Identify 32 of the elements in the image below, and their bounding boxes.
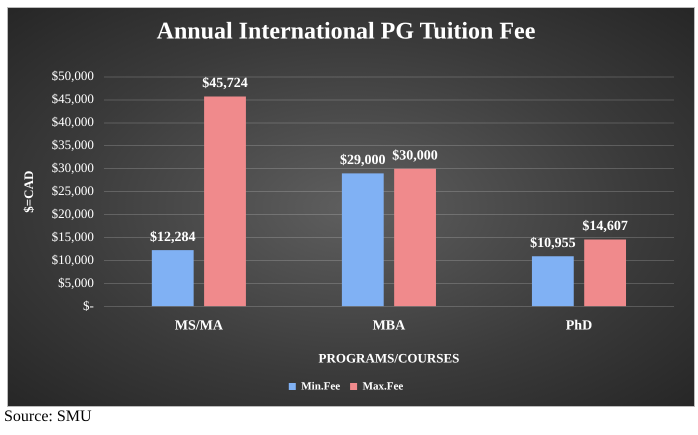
- y-tick-label: $35,000: [52, 137, 94, 152]
- bar: [394, 168, 436, 306]
- bar: [342, 173, 384, 306]
- y-axis-title: $=CAD: [21, 170, 36, 213]
- legend-label: Max.Fee: [362, 380, 404, 392]
- y-tick-label: $5,000: [58, 275, 94, 290]
- y-tick-label: $25,000: [52, 183, 94, 198]
- data-label: $30,000: [392, 148, 438, 164]
- bar: [152, 250, 194, 306]
- y-tick-label: $45,000: [52, 91, 94, 106]
- data-label: $29,000: [340, 152, 386, 168]
- bar: [584, 239, 626, 306]
- y-tick-label: $30,000: [52, 160, 94, 176]
- source-note: Source: SMU: [4, 408, 92, 426]
- data-label: $10,955: [530, 236, 576, 251]
- x-tick-label: MS/MA: [174, 318, 224, 334]
- y-tick-label: $-: [83, 298, 94, 314]
- bar: [532, 256, 574, 306]
- y-tick-label: $50,000: [52, 68, 94, 84]
- bar: [204, 96, 246, 306]
- x-tick-label: MBA: [372, 318, 406, 334]
- y-tick-label: $20,000: [52, 206, 94, 222]
- x-axis-title: PROGRAMS/COURSES: [318, 350, 460, 366]
- legend-label: Min.Fee: [301, 380, 340, 392]
- data-label: $45,724: [202, 76, 248, 92]
- y-tick-label: $10,000: [52, 252, 94, 268]
- chart-title: Annual International PG Tuition Fee: [156, 18, 536, 45]
- data-label: $14,607: [582, 219, 628, 234]
- data-label: $12,284: [150, 230, 196, 245]
- y-tick-label: $15,000: [52, 229, 94, 244]
- x-tick-label: PhD: [566, 318, 592, 334]
- y-tick-label: $40,000: [52, 114, 94, 130]
